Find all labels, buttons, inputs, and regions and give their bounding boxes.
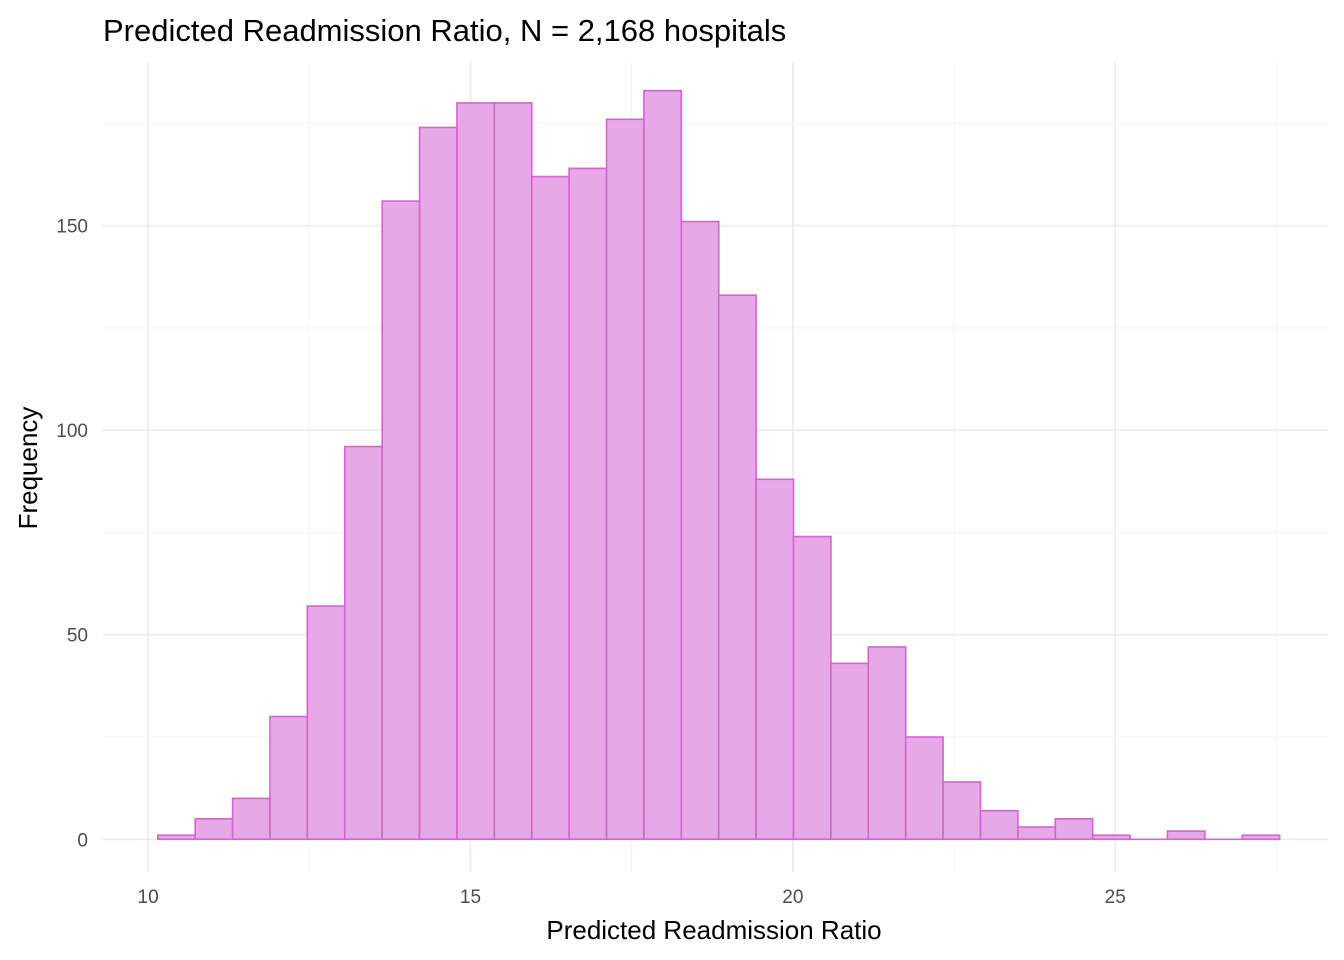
- histogram-bar: [1054, 818, 1094, 841]
- x-axis-ticks: 10 15 20 25: [138, 887, 1126, 908]
- histogram-bar: [605, 118, 645, 841]
- histogram-bar: [643, 89, 683, 841]
- y-tick-label: 100: [56, 421, 88, 442]
- histogram-bar: [306, 605, 346, 841]
- x-axis-title: Predicted Readmission Ratio: [546, 915, 881, 945]
- x-tick-label: 20: [782, 887, 803, 908]
- histogram-bar: [717, 294, 757, 841]
- histogram-bar: [792, 535, 832, 841]
- chart-title: Predicted Readmission Ratio, N = 2,168 h…: [103, 13, 786, 48]
- y-axis-ticks: 0 50 100 150: [56, 217, 88, 852]
- histogram-bar: [418, 126, 458, 841]
- histogram-bar: [381, 200, 421, 841]
- x-tick-label: 25: [1105, 887, 1126, 908]
- histogram-bar: [867, 646, 907, 841]
- histogram-bar: [231, 797, 271, 841]
- histogram-bar: [1166, 830, 1206, 841]
- histogram-bar: [269, 715, 309, 841]
- histogram-bar: [1017, 826, 1057, 841]
- histogram-bar: [680, 220, 720, 841]
- y-tick-label: 0: [77, 830, 88, 851]
- histogram-bar: [755, 478, 795, 841]
- x-tick-label: 15: [460, 887, 481, 908]
- histogram-bar: [194, 818, 234, 841]
- y-tick-label: 150: [56, 217, 88, 238]
- histogram-bar: [1241, 834, 1281, 841]
- histogram-bar: [493, 102, 533, 841]
- histogram-bars: [157, 89, 1281, 841]
- x-tick-label: 10: [138, 887, 159, 908]
- histogram-bar: [979, 809, 1019, 841]
- histogram-bar: [942, 781, 982, 841]
- histogram-bar: [456, 102, 496, 841]
- histogram-bar: [157, 834, 196, 841]
- y-axis-title: Frequency: [13, 407, 43, 530]
- histogram-bar: [830, 662, 870, 841]
- histogram-bar: [1091, 834, 1131, 841]
- y-tick-label: 50: [67, 626, 88, 647]
- histogram-bar: [530, 175, 570, 841]
- histogram-bar: [904, 736, 944, 841]
- histogram-bar: [568, 167, 608, 841]
- histogram-bar: [343, 445, 383, 841]
